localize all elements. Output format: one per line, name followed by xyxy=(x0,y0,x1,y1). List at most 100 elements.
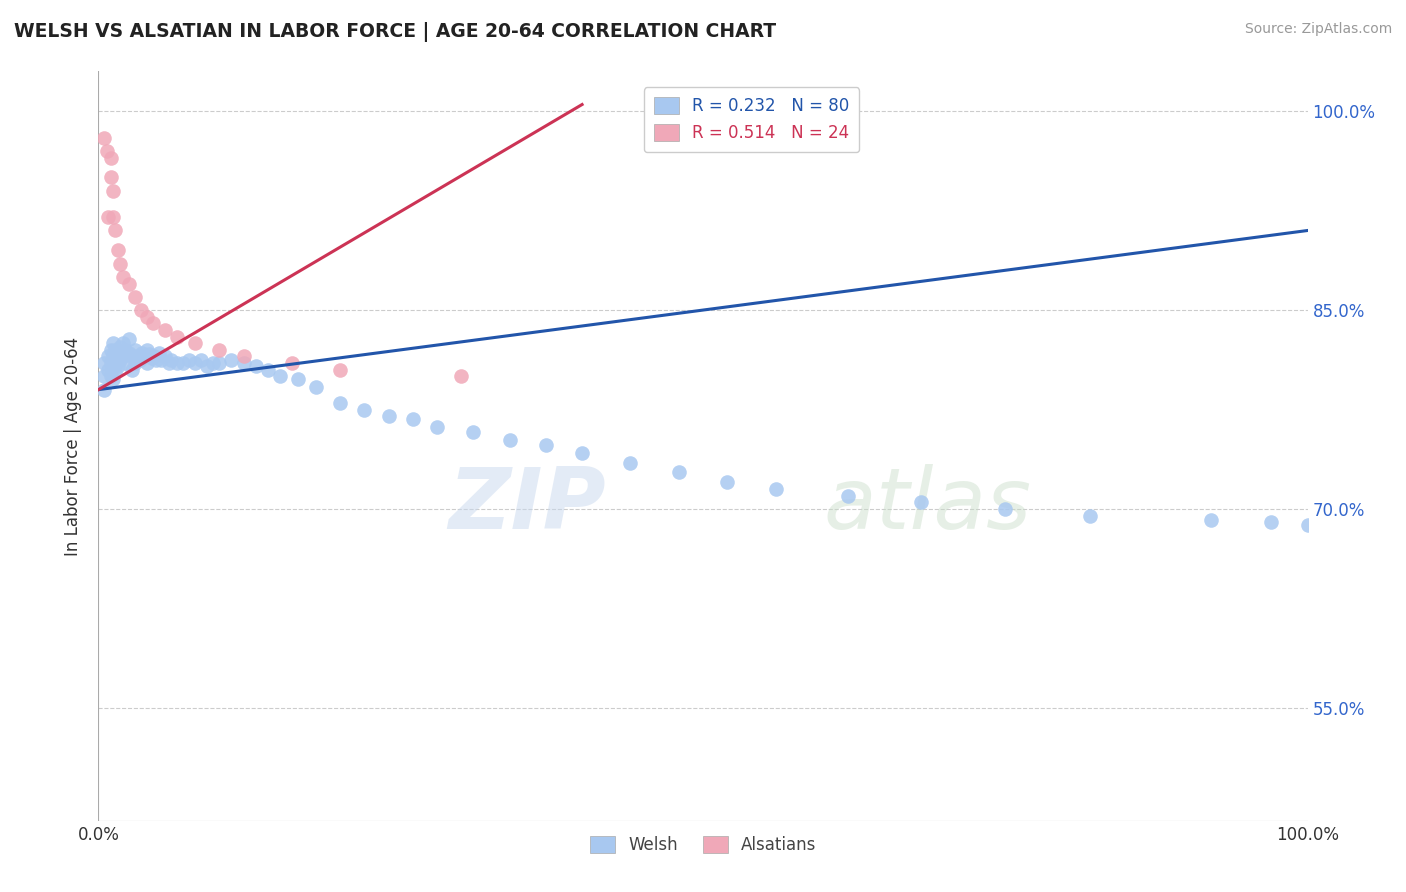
Point xyxy=(910,495,932,509)
Point xyxy=(208,356,231,370)
Point xyxy=(129,303,152,318)
Point xyxy=(118,345,141,359)
Point xyxy=(232,350,254,364)
Point xyxy=(93,356,115,370)
Point xyxy=(101,211,124,225)
Point xyxy=(108,340,131,354)
Point xyxy=(153,350,176,364)
Point xyxy=(329,396,352,410)
Point xyxy=(111,269,134,284)
Point xyxy=(195,359,218,373)
Point xyxy=(208,343,231,357)
Point xyxy=(256,363,278,377)
Point xyxy=(118,332,141,346)
Point xyxy=(190,353,212,368)
Point xyxy=(1078,508,1101,523)
Point xyxy=(668,465,690,479)
Point xyxy=(131,345,153,359)
Point xyxy=(124,290,146,304)
Point xyxy=(269,369,291,384)
Point xyxy=(101,372,124,386)
Point xyxy=(111,350,134,364)
Point xyxy=(221,353,243,368)
Point xyxy=(104,365,127,379)
Point xyxy=(134,350,156,364)
Point xyxy=(179,353,201,368)
Point xyxy=(127,350,149,364)
Point xyxy=(426,419,449,434)
Point xyxy=(124,343,146,357)
Point xyxy=(107,244,129,258)
Point xyxy=(108,257,131,271)
Point xyxy=(837,489,859,503)
Point xyxy=(150,353,173,368)
Point xyxy=(101,336,124,351)
Point xyxy=(114,356,136,370)
Point xyxy=(107,359,129,373)
Point xyxy=(145,353,167,368)
Text: WELSH VS ALSATIAN IN LABOR FORCE | AGE 20-64 CORRELATION CHART: WELSH VS ALSATIAN IN LABOR FORCE | AGE 2… xyxy=(14,22,776,42)
Point xyxy=(107,345,129,359)
Point xyxy=(148,345,170,359)
Point xyxy=(97,350,120,364)
Point xyxy=(135,343,157,357)
Point xyxy=(93,130,115,145)
Point xyxy=(97,363,120,377)
Point xyxy=(571,446,593,460)
Point xyxy=(100,170,122,185)
Point xyxy=(402,412,425,426)
Point xyxy=(135,310,157,324)
Point xyxy=(172,356,194,370)
Point xyxy=(141,351,163,365)
Point xyxy=(716,475,738,490)
Point xyxy=(202,356,225,370)
Point xyxy=(101,184,124,198)
Point xyxy=(96,144,118,158)
Point xyxy=(124,356,146,370)
Point xyxy=(160,353,183,368)
Point xyxy=(114,343,136,357)
Point xyxy=(111,336,134,351)
Point xyxy=(765,482,787,496)
Point xyxy=(153,323,176,337)
Point xyxy=(1296,517,1319,532)
Point xyxy=(104,343,127,357)
Point xyxy=(994,502,1017,516)
Point xyxy=(135,356,157,370)
Point xyxy=(142,316,165,330)
Point xyxy=(101,359,124,373)
Point xyxy=(184,336,207,351)
Point xyxy=(1199,513,1222,527)
Point xyxy=(281,356,304,370)
Point xyxy=(534,438,557,452)
Legend: Welsh, Alsatians: Welsh, Alsatians xyxy=(583,830,823,861)
Point xyxy=(305,380,328,394)
Point xyxy=(100,356,122,370)
Point xyxy=(128,353,150,368)
Point xyxy=(104,353,127,368)
Point xyxy=(377,409,399,424)
Point xyxy=(108,353,131,368)
Point xyxy=(498,433,520,447)
Point xyxy=(184,356,207,370)
Point xyxy=(166,329,188,343)
Point xyxy=(138,347,160,361)
Point xyxy=(353,402,375,417)
Point xyxy=(118,277,141,291)
Point xyxy=(100,151,122,165)
Point xyxy=(166,356,188,370)
Point xyxy=(232,356,254,370)
Point xyxy=(100,343,122,357)
Point xyxy=(287,372,309,386)
Point xyxy=(100,369,122,384)
Point xyxy=(93,369,115,384)
Point xyxy=(143,350,166,364)
Text: Source: ZipAtlas.com: Source: ZipAtlas.com xyxy=(1244,22,1392,37)
Point xyxy=(121,350,143,364)
Point xyxy=(1260,515,1282,529)
Point xyxy=(463,425,485,439)
Y-axis label: In Labor Force | Age 20-64: In Labor Force | Age 20-64 xyxy=(65,336,83,556)
Text: atlas: atlas xyxy=(824,465,1032,548)
Point xyxy=(157,356,180,370)
Point xyxy=(104,223,127,237)
